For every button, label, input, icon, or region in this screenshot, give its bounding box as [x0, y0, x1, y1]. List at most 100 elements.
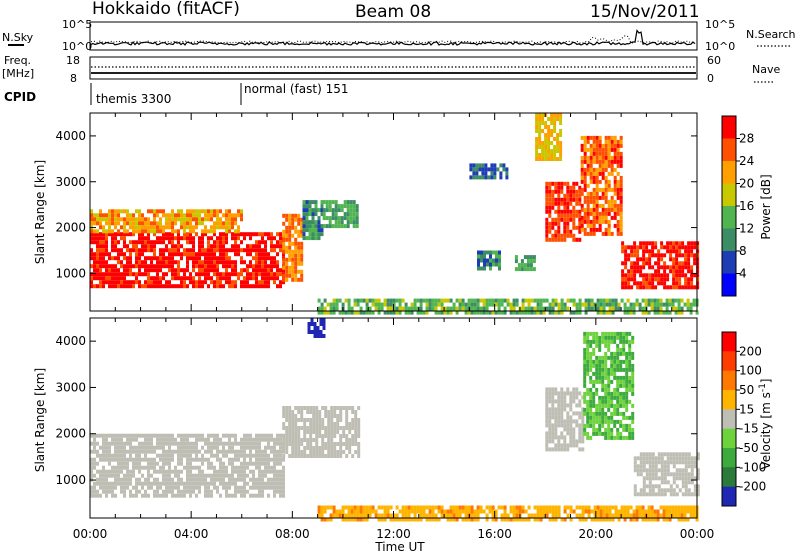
data-cell	[344, 505, 348, 510]
data-cell	[604, 335, 608, 340]
data-cell	[607, 431, 611, 436]
data-cell	[645, 245, 649, 250]
data-cell	[687, 261, 691, 266]
data-cell	[222, 248, 225, 253]
data-cell	[189, 248, 192, 253]
data-cell	[144, 248, 147, 253]
data-cell	[602, 298, 606, 303]
data-cell	[138, 441, 141, 446]
data-cell	[535, 153, 539, 157]
data-cell	[604, 231, 608, 236]
data-cell	[222, 477, 225, 482]
data-cell	[168, 485, 171, 490]
data-cell	[258, 437, 261, 442]
data-cell	[386, 509, 390, 514]
data-cell	[294, 454, 298, 458]
data-cell	[141, 217, 144, 222]
data-cell	[240, 449, 243, 454]
data-cell	[168, 268, 171, 273]
data-cell	[186, 461, 189, 466]
data-cell	[526, 267, 530, 272]
data-cell	[626, 310, 630, 315]
data-region	[322, 200, 359, 229]
data-cell	[598, 367, 602, 372]
data-cell	[162, 240, 165, 245]
data-cell	[491, 517, 495, 522]
data-cell	[267, 481, 270, 486]
data-cell	[617, 302, 621, 307]
data-cell	[601, 187, 605, 192]
data-cell	[300, 253, 304, 258]
data-cell	[216, 433, 219, 438]
data-cell	[231, 477, 234, 482]
data-cell	[566, 387, 570, 392]
data-cell	[326, 505, 330, 510]
data-cell	[213, 244, 216, 249]
data-cell	[613, 391, 617, 396]
data-cell	[480, 250, 483, 255]
data-cell	[630, 273, 634, 278]
data-cell	[631, 435, 635, 440]
data-cell	[578, 209, 582, 214]
data-cell	[282, 229, 286, 234]
data-cell	[189, 229, 192, 234]
data-cell	[554, 209, 558, 214]
data-cell	[401, 298, 405, 303]
data-cell	[291, 450, 295, 454]
data-cell	[147, 481, 150, 486]
data-cell	[222, 256, 225, 261]
data-cell	[102, 489, 105, 494]
data-cell	[120, 465, 123, 470]
data-cell	[610, 215, 614, 220]
data-cell	[580, 147, 584, 152]
data-cell	[619, 207, 623, 212]
data-cell	[312, 430, 316, 434]
data-cell	[641, 505, 645, 510]
data-cell	[330, 450, 334, 454]
data-cell	[595, 191, 599, 196]
data-cell	[210, 260, 213, 265]
data-cell	[663, 253, 667, 258]
data-cell	[642, 245, 646, 250]
data-cell	[616, 347, 620, 352]
data-cell	[126, 217, 129, 222]
data-cell	[563, 201, 567, 206]
data-cell	[159, 469, 162, 474]
data-cell	[216, 264, 219, 269]
data-cell	[613, 419, 617, 424]
data-cell	[598, 139, 602, 144]
data-cell	[126, 469, 129, 474]
data-cell	[123, 280, 126, 285]
data-cell	[669, 492, 673, 497]
data-cell	[237, 236, 240, 241]
data-region	[477, 250, 501, 271]
data-cell	[563, 427, 567, 432]
data-cell	[189, 457, 192, 462]
data-cell	[183, 272, 186, 277]
data-cell	[671, 298, 675, 303]
data-cell	[120, 276, 123, 281]
data-cell	[648, 472, 652, 477]
data-cell	[225, 481, 228, 486]
data-cell	[398, 298, 402, 303]
data-cell	[563, 391, 567, 396]
y-tick-label: 4000	[55, 334, 86, 348]
data-cell	[512, 517, 516, 522]
data-cell	[666, 460, 670, 465]
data-cell	[617, 509, 621, 514]
data-cell	[425, 306, 429, 311]
data-cell	[551, 205, 555, 210]
data-cell	[273, 244, 276, 249]
data-cell	[584, 517, 588, 522]
data-cell	[598, 355, 602, 360]
data-cell	[189, 209, 192, 214]
data-cell	[660, 464, 664, 469]
data-cell	[129, 481, 132, 486]
data-cell	[99, 477, 102, 482]
data-cell	[583, 411, 587, 416]
data-cell	[452, 306, 456, 311]
data-cell	[276, 469, 279, 474]
data-cell	[485, 306, 489, 311]
data-cell	[660, 488, 664, 493]
data-cell	[560, 431, 564, 436]
